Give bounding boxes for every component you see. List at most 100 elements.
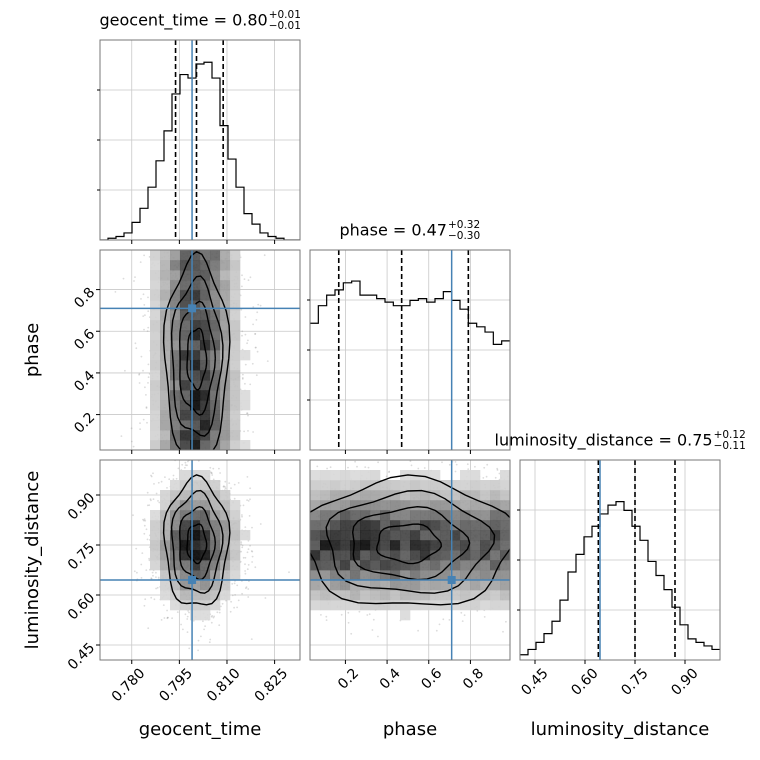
density-cell <box>190 280 201 291</box>
panel-geocent_time-vs-luminosity_distance <box>96 454 301 664</box>
sample-point <box>244 316 247 318</box>
sample-point <box>244 363 247 366</box>
sample-point <box>224 487 227 490</box>
sample-point <box>254 346 257 349</box>
sample-point <box>247 596 250 598</box>
sample-point <box>212 467 215 470</box>
sample-point <box>145 407 148 409</box>
sample-point <box>241 546 244 549</box>
sample-point <box>245 586 248 588</box>
sample-point <box>133 570 136 573</box>
sample-point <box>263 254 266 257</box>
sample-point <box>231 594 234 597</box>
density-cell <box>200 400 211 411</box>
contour-line <box>162 474 231 606</box>
sample-point <box>247 414 249 417</box>
density-cell <box>200 550 211 561</box>
density-cell <box>240 440 251 450</box>
density-cell <box>200 270 211 281</box>
density-cell <box>210 500 221 511</box>
density-cell <box>200 590 211 601</box>
sample-point <box>155 587 158 590</box>
sample-point <box>144 314 146 316</box>
density-cell <box>150 410 161 421</box>
sample-point <box>247 588 250 590</box>
histogram-phase <box>310 280 510 345</box>
density-cell <box>200 440 211 450</box>
density-cell <box>200 500 211 511</box>
density-cell <box>170 280 181 291</box>
density-cell <box>180 580 191 591</box>
sample-point <box>254 333 257 335</box>
density-cell <box>220 360 231 371</box>
density-cell <box>230 320 241 331</box>
density-cell <box>200 280 211 291</box>
density-cell <box>210 590 221 601</box>
density-cell <box>150 520 161 531</box>
sample-point <box>143 532 146 535</box>
sample-point <box>247 564 250 566</box>
density-cell <box>170 580 181 591</box>
sample-point <box>216 611 219 614</box>
density-cell <box>210 430 221 441</box>
sample-point <box>203 456 205 458</box>
density-cell <box>190 270 201 281</box>
density-cell <box>180 420 191 431</box>
density-cell <box>220 330 231 341</box>
sample-point <box>151 571 154 574</box>
density-cell <box>170 300 181 311</box>
sample-point <box>146 504 149 507</box>
density-cell <box>210 390 221 401</box>
sample-point <box>218 467 220 470</box>
sample-point <box>160 619 163 621</box>
sample-point <box>155 492 158 495</box>
density-cell <box>190 360 201 371</box>
density-cell <box>230 410 241 421</box>
sample-point <box>183 454 185 456</box>
sample-point <box>288 571 290 574</box>
sample-point <box>153 483 155 485</box>
density-cell <box>210 480 221 491</box>
sample-point <box>251 561 254 563</box>
density-cell <box>200 560 211 571</box>
density-geocent_time-vs-phase <box>150 250 251 450</box>
sample-point <box>138 382 141 384</box>
density-cell <box>190 320 201 331</box>
sample-point <box>252 323 255 326</box>
sample-point <box>146 491 149 494</box>
density-cell <box>220 530 231 541</box>
sample-point <box>256 350 259 353</box>
density-cell <box>160 390 171 401</box>
sample-point <box>255 374 258 377</box>
density-cell <box>230 360 241 371</box>
sample-point <box>236 606 239 609</box>
density-cell <box>200 260 211 271</box>
sample-point <box>150 499 152 502</box>
sample-point <box>233 582 236 585</box>
sample-point <box>241 378 244 380</box>
density-cell <box>150 310 161 321</box>
sample-point <box>244 572 247 575</box>
sample-point <box>266 360 269 362</box>
density-cell <box>230 330 241 341</box>
density-cell <box>210 490 221 501</box>
density-cell <box>200 540 211 551</box>
density-cell <box>210 600 221 611</box>
sample-point <box>139 422 141 424</box>
sample-point <box>230 600 233 603</box>
sample-point <box>244 570 247 572</box>
contour-line <box>170 275 224 437</box>
density-cell <box>220 350 231 361</box>
density-cell <box>170 270 181 281</box>
density-cell <box>150 380 161 391</box>
density-cell <box>210 420 221 431</box>
sample-point <box>243 430 246 433</box>
sample-point <box>257 303 260 306</box>
sample-point <box>247 548 250 550</box>
sample-point <box>184 464 187 466</box>
truth-marker <box>188 576 197 584</box>
density-cell <box>150 330 161 341</box>
sample-point <box>139 261 142 263</box>
density-cell <box>230 280 241 291</box>
sample-point <box>244 526 247 528</box>
